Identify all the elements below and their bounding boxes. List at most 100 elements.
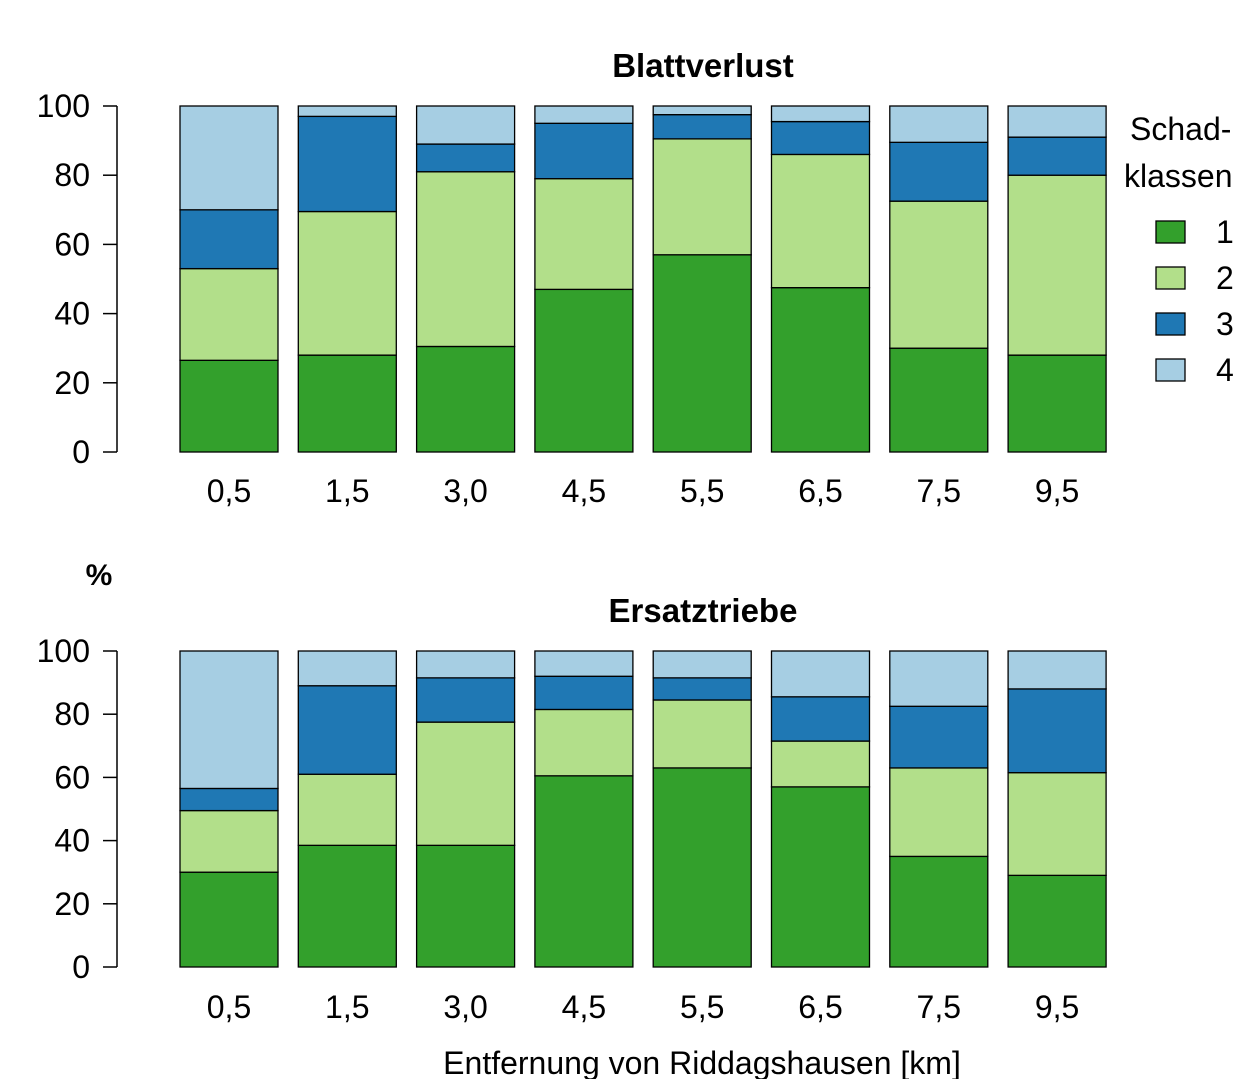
bar-segment-1: [415, 844, 516, 968]
bar-segment-2: [889, 200, 989, 349]
x-tick-label: 6,5: [798, 473, 842, 509]
y-tick-label: 100: [37, 633, 90, 669]
bar-segment-3: [179, 209, 279, 270]
bar-segment-1: [652, 254, 752, 453]
bar-segment-1: [179, 359, 279, 453]
bar-segment-4: [652, 105, 752, 116]
bar-segment-3: [534, 122, 634, 180]
bar-segment-1: [889, 347, 989, 453]
bar-segment-4: [297, 650, 397, 687]
bar-segment-2: [889, 767, 989, 858]
y-tick-label: 80: [54, 696, 90, 732]
bar-segment-2: [534, 708, 634, 777]
bar-segment-4: [415, 650, 516, 679]
x-tick-label: 9,5: [1035, 473, 1079, 509]
bar-segment-1: [415, 345, 516, 453]
y-tick-label: 0: [72, 434, 90, 470]
bar-segment-3: [415, 143, 516, 173]
bar-segment-1: [889, 855, 989, 968]
bar-segment-4: [179, 650, 279, 790]
panel-title: Blattverlust: [612, 47, 794, 84]
y-tick-label: 80: [54, 157, 90, 193]
bar-segment-4: [534, 105, 634, 124]
x-tick-label: 4,5: [562, 473, 606, 509]
bar-segment-4: [297, 105, 397, 118]
bar-segment-3: [297, 115, 397, 213]
bar-segment-3: [1007, 136, 1107, 176]
x-tick-label: 3,0: [443, 989, 487, 1025]
x-axis-label: Entfernung von Riddagshausen [km]: [443, 1045, 961, 1079]
bar-segment-3: [889, 141, 989, 202]
bar-segment-4: [415, 105, 516, 145]
y-tick-label: 40: [54, 823, 90, 859]
bar-segment-4: [534, 650, 634, 677]
x-tick-label: 0,5: [207, 473, 251, 509]
x-tick-label: 9,5: [1035, 989, 1079, 1025]
bar-segment-2: [770, 740, 871, 788]
bar-segment-4: [889, 650, 989, 707]
bar-segment-4: [889, 105, 989, 143]
bar-segment-4: [770, 105, 871, 123]
bar-segment-3: [652, 114, 752, 140]
x-tick-label: 4,5: [562, 989, 606, 1025]
y-tick-label: 20: [54, 365, 90, 401]
y-tick-label: 40: [54, 296, 90, 332]
bar-segment-4: [652, 650, 752, 679]
legend-label-3: 3: [1216, 306, 1234, 342]
bar-segment-1: [534, 775, 634, 968]
bar-segment-3: [179, 787, 279, 812]
bar-segment-2: [534, 178, 634, 291]
bar-segment-4: [1007, 105, 1107, 138]
panel-ersatztriebe: Ersatztriebe 0 20 40 60 80 100 0,5 1,5 3,0 4,5 5,5 6…: [37, 592, 1107, 1025]
legend-swatch-1: [1155, 220, 1186, 244]
legend-swatch-2: [1155, 266, 1186, 290]
x-tick-label: 1,5: [325, 473, 369, 509]
x-tick-label: 1,5: [325, 989, 369, 1025]
legend-title-line2: klassen: [1124, 158, 1233, 194]
bar-segment-1: [179, 871, 279, 968]
legend: Schad- klassen 1 2 3 4: [1124, 111, 1234, 388]
bar-segment-2: [652, 699, 752, 769]
y-tick-label: 60: [54, 759, 90, 795]
bar-segment-3: [297, 685, 397, 775]
bar-segment-1: [534, 288, 634, 453]
bar-segment-3: [652, 677, 752, 701]
bar-segment-1: [1007, 354, 1107, 453]
legend-label-4: 4: [1216, 352, 1234, 388]
y-tick-label: 20: [54, 886, 90, 922]
bar-segment-4: [179, 105, 279, 211]
bar-segment-1: [770, 286, 871, 453]
y-axis-label: %: [86, 559, 113, 592]
legend-label-2: 2: [1216, 260, 1234, 296]
bar-segment-1: [652, 767, 752, 968]
bar-segment-3: [889, 705, 989, 769]
bar-segment-2: [770, 153, 871, 289]
bar-segment-2: [1007, 174, 1107, 356]
x-tick-label: 7,5: [917, 473, 961, 509]
bar-segment-1: [297, 354, 397, 453]
panel-title: Ersatztriebe: [609, 592, 798, 629]
bar-segment-3: [770, 696, 871, 742]
legend-swatch-4: [1155, 358, 1186, 382]
bar-segment-1: [1007, 874, 1107, 968]
bar-segment-2: [415, 171, 516, 348]
bar-segment-1: [770, 786, 871, 968]
x-tick-label: 6,5: [798, 989, 842, 1025]
bar-segment-3: [770, 120, 871, 156]
bar-segment-2: [1007, 772, 1107, 877]
bar-segment-2: [297, 773, 397, 846]
bar-segment-2: [179, 809, 279, 873]
legend-swatch-3: [1155, 312, 1186, 336]
x-tick-label: 3,0: [443, 473, 487, 509]
bar-segment-4: [1007, 650, 1107, 690]
bar-segment-1: [297, 844, 397, 968]
bar-segment-4: [770, 650, 871, 698]
legend-title-line1: Schad-: [1130, 111, 1231, 147]
bar-segment-2: [415, 721, 516, 846]
panel-blattverlust: Blattverlust 0 20 40 60 80 100 0,5 1,5 3,0 4,5 5,5 6…: [37, 47, 1107, 509]
bar-segment-2: [652, 138, 752, 256]
legend-items: 1 2 3 4: [1155, 214, 1234, 388]
y-tick-label: 100: [37, 88, 90, 124]
bar-segment-3: [415, 677, 516, 723]
